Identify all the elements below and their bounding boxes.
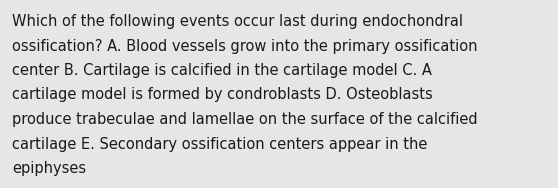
Text: cartilage model is formed by condroblasts D. Osteoblasts: cartilage model is formed by condroblast…: [12, 87, 433, 102]
Text: produce trabeculae and lamellae on the surface of the calcified: produce trabeculae and lamellae on the s…: [12, 112, 478, 127]
Text: ossification? A. Blood vessels grow into the primary ossification: ossification? A. Blood vessels grow into…: [12, 39, 478, 54]
Text: epiphyses: epiphyses: [12, 161, 86, 176]
Text: cartilage E. Secondary ossification centers appear in the: cartilage E. Secondary ossification cent…: [12, 136, 427, 152]
Text: center B. Cartilage is calcified in the cartilage model C. A: center B. Cartilage is calcified in the …: [12, 63, 432, 78]
Text: Which of the following events occur last during endochondral: Which of the following events occur last…: [12, 14, 463, 29]
